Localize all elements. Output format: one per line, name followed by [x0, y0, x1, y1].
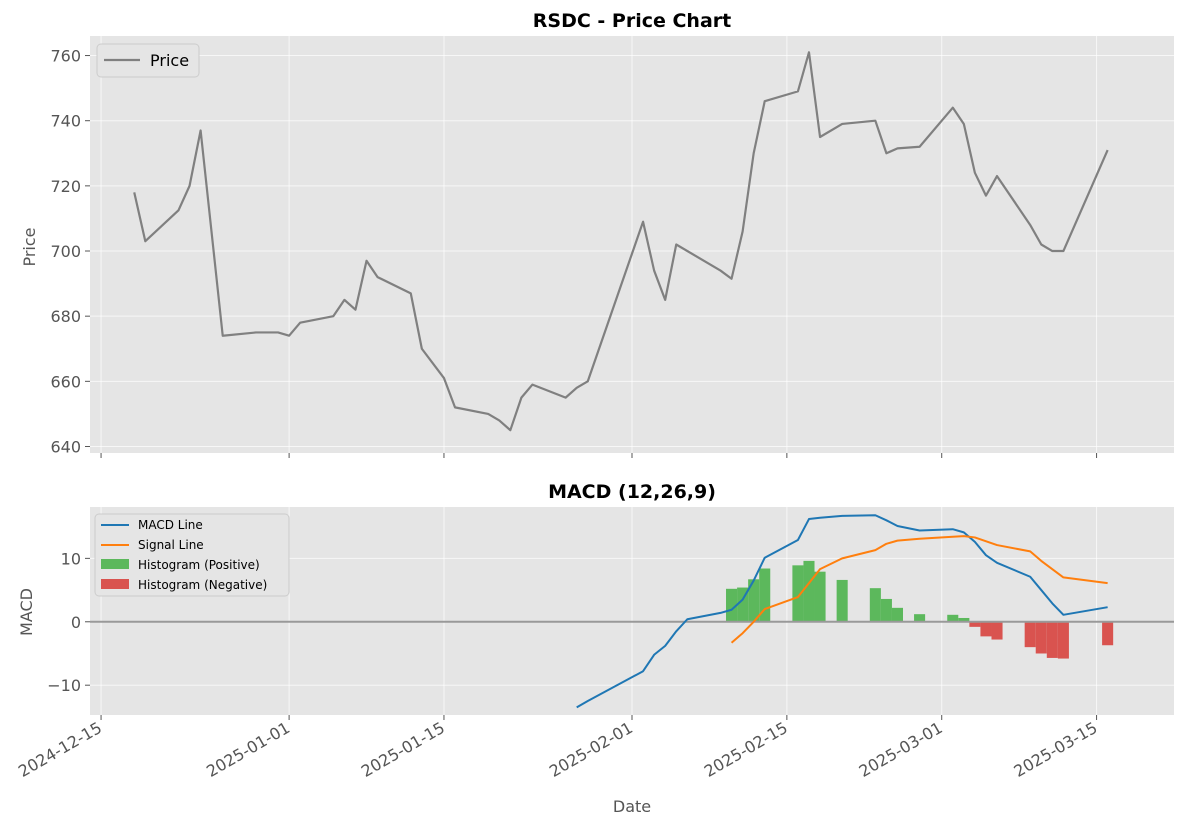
price-y-tick-label: 660 [50, 372, 81, 391]
price-y-tick-label: 700 [50, 242, 81, 261]
histogram-bar-negative [1102, 621, 1114, 646]
signal-line [730, 535, 1108, 644]
macd-lines [576, 514, 1108, 709]
price-lines [133, 51, 1109, 432]
price-legend-box [96, 43, 200, 78]
histogram-bar-positive [792, 565, 804, 622]
price-y-tick-label: 760 [50, 47, 81, 66]
price-y-tick-label: 720 [50, 177, 81, 196]
macd-legend-box [94, 513, 290, 597]
x-tick-label: 2024-12-15 [15, 718, 105, 781]
histogram-bar-positive [869, 588, 881, 622]
price-x-ticks [100, 453, 1098, 458]
histogram-bar-negative [980, 621, 992, 637]
price-y-ticks: 640 660 680 700 720 740 760 [50, 47, 90, 456]
histogram-bar-positive [748, 579, 760, 622]
price-chart-title: RSDC - Price Chart [533, 10, 731, 32]
histogram-bar-positive [891, 607, 903, 622]
macd-histogram-bars [726, 560, 1114, 659]
histogram-bar-negative [1024, 621, 1036, 648]
histogram-bar-positive [759, 568, 771, 622]
macd-y-tick-label: 10 [61, 549, 81, 568]
histogram-bar-positive [947, 614, 959, 622]
histogram-bar-positive [737, 587, 749, 622]
macd-legend-label-macd: MACD Line [138, 518, 203, 532]
price-y-tick-label: 740 [50, 112, 81, 131]
macd-x-ticks: 2024-12-15 2025-01-01 2025-01-15 2025-02-01… [15, 715, 1101, 781]
macd-legend-label-signal: Signal Line [138, 538, 204, 552]
histogram-bar-positive [814, 571, 826, 622]
macd-y-tick-label: −10 [47, 676, 81, 695]
x-tick-label: 2025-01-01 [203, 718, 293, 781]
x-tick-label: 2025-01-15 [358, 718, 448, 781]
macd-line [576, 514, 1108, 709]
price-legend: Price [96, 43, 200, 78]
macd-legend-label-negative: Histogram (Negative) [138, 578, 267, 592]
macd-legend-label-positive: Histogram (Positive) [138, 558, 260, 572]
macd-y-ticks: −10 0 10 [47, 549, 90, 695]
histogram-bar-negative [1046, 621, 1058, 658]
price-y-axis-label: Price [20, 227, 39, 266]
histogram-bar-negative [1057, 621, 1069, 659]
price-chart-panel: 640 660 680 700 720 740 760 RSDC - Price Chart… [20, 10, 1174, 458]
price-legend-label: Price [150, 51, 189, 70]
x-tick-label: 2025-03-15 [1011, 718, 1101, 781]
macd-y-tick-label: 0 [71, 613, 81, 632]
histogram-bar-negative [969, 621, 981, 627]
price-line [133, 51, 1109, 432]
macd-y-axis-label: MACD [17, 588, 36, 636]
price-grid [90, 36, 1174, 453]
macd-legend-swatch-negative [101, 579, 129, 589]
price-y-tick-label: 640 [50, 437, 81, 456]
macd-chart-title: MACD (12,26,9) [548, 481, 716, 503]
histogram-bar-positive [958, 617, 970, 622]
x-tick-label: 2025-03-01 [856, 718, 946, 781]
histogram-bar-negative [991, 621, 1003, 640]
price-y-tick-label: 680 [50, 307, 81, 326]
x-tick-label: 2025-02-01 [546, 718, 636, 781]
x-axis-label: Date [613, 797, 651, 816]
x-tick-label: 2025-02-15 [701, 718, 791, 781]
histogram-bar-positive [803, 560, 815, 622]
histogram-bar-positive [914, 614, 926, 622]
histogram-bar-positive [726, 588, 738, 622]
macd-legend: MACD Line Signal Line Histogram (Positiv… [94, 513, 290, 597]
histogram-bar-positive [836, 579, 848, 622]
histogram-bar-negative [1035, 621, 1047, 654]
histogram-bar-positive [880, 598, 892, 622]
macd-legend-swatch-positive [101, 559, 129, 569]
